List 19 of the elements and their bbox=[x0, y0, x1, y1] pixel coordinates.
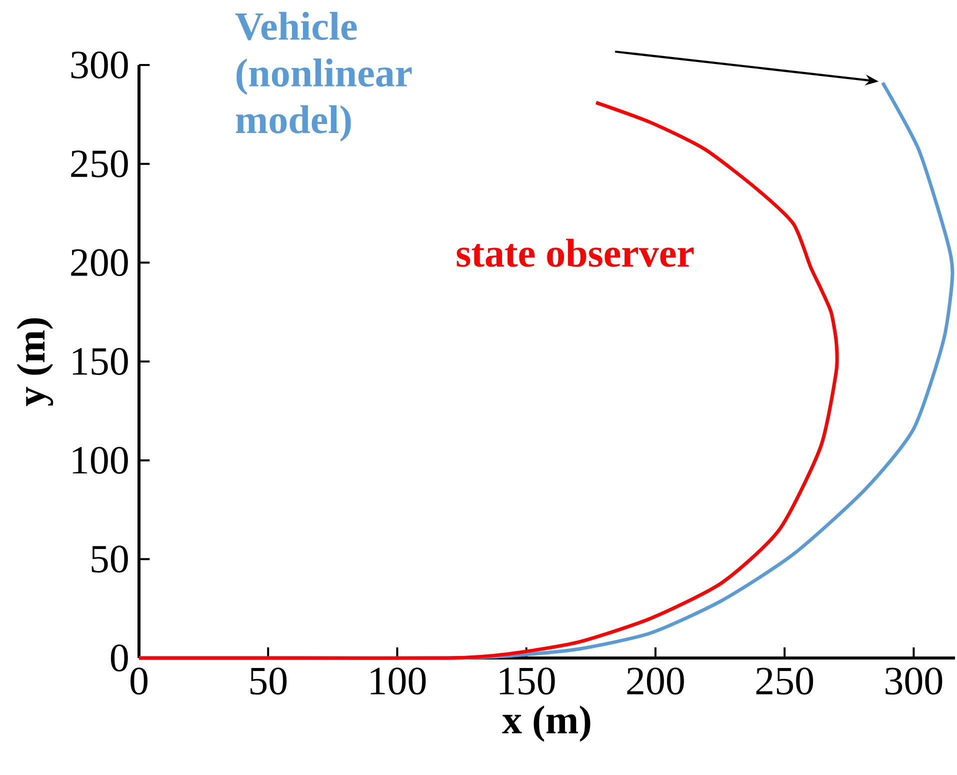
y-tick-label: 300 bbox=[71, 51, 128, 78]
series-label: state observer bbox=[456, 238, 694, 267]
y-tick-label: 150 bbox=[72, 348, 128, 375]
x-tick-label: 0 bbox=[130, 668, 148, 695]
x-tick-label: 300 bbox=[886, 668, 942, 695]
line-series bbox=[137, 100, 839, 660]
x-tick-label: 100 bbox=[370, 668, 426, 695]
x-tick-label: 250 bbox=[756, 668, 814, 695]
y-tick-label: 0 bbox=[110, 644, 128, 672]
text: Vehicle (nonlinear model) bbox=[235, 12, 412, 142]
y-axis-title: y (m) bbox=[16, 318, 54, 406]
y-tick-label: 250 bbox=[71, 150, 128, 178]
y-tick-label: 200 bbox=[71, 249, 128, 276]
x-axis-title: x (m) bbox=[502, 706, 590, 742]
y-tick-label: 100 bbox=[72, 446, 128, 474]
x-tick-label: 50 bbox=[250, 668, 287, 695]
x-tick-label: 200 bbox=[627, 668, 684, 695]
x-tick-label: 150 bbox=[500, 668, 555, 695]
y-tick-label: 50 bbox=[92, 546, 128, 573]
